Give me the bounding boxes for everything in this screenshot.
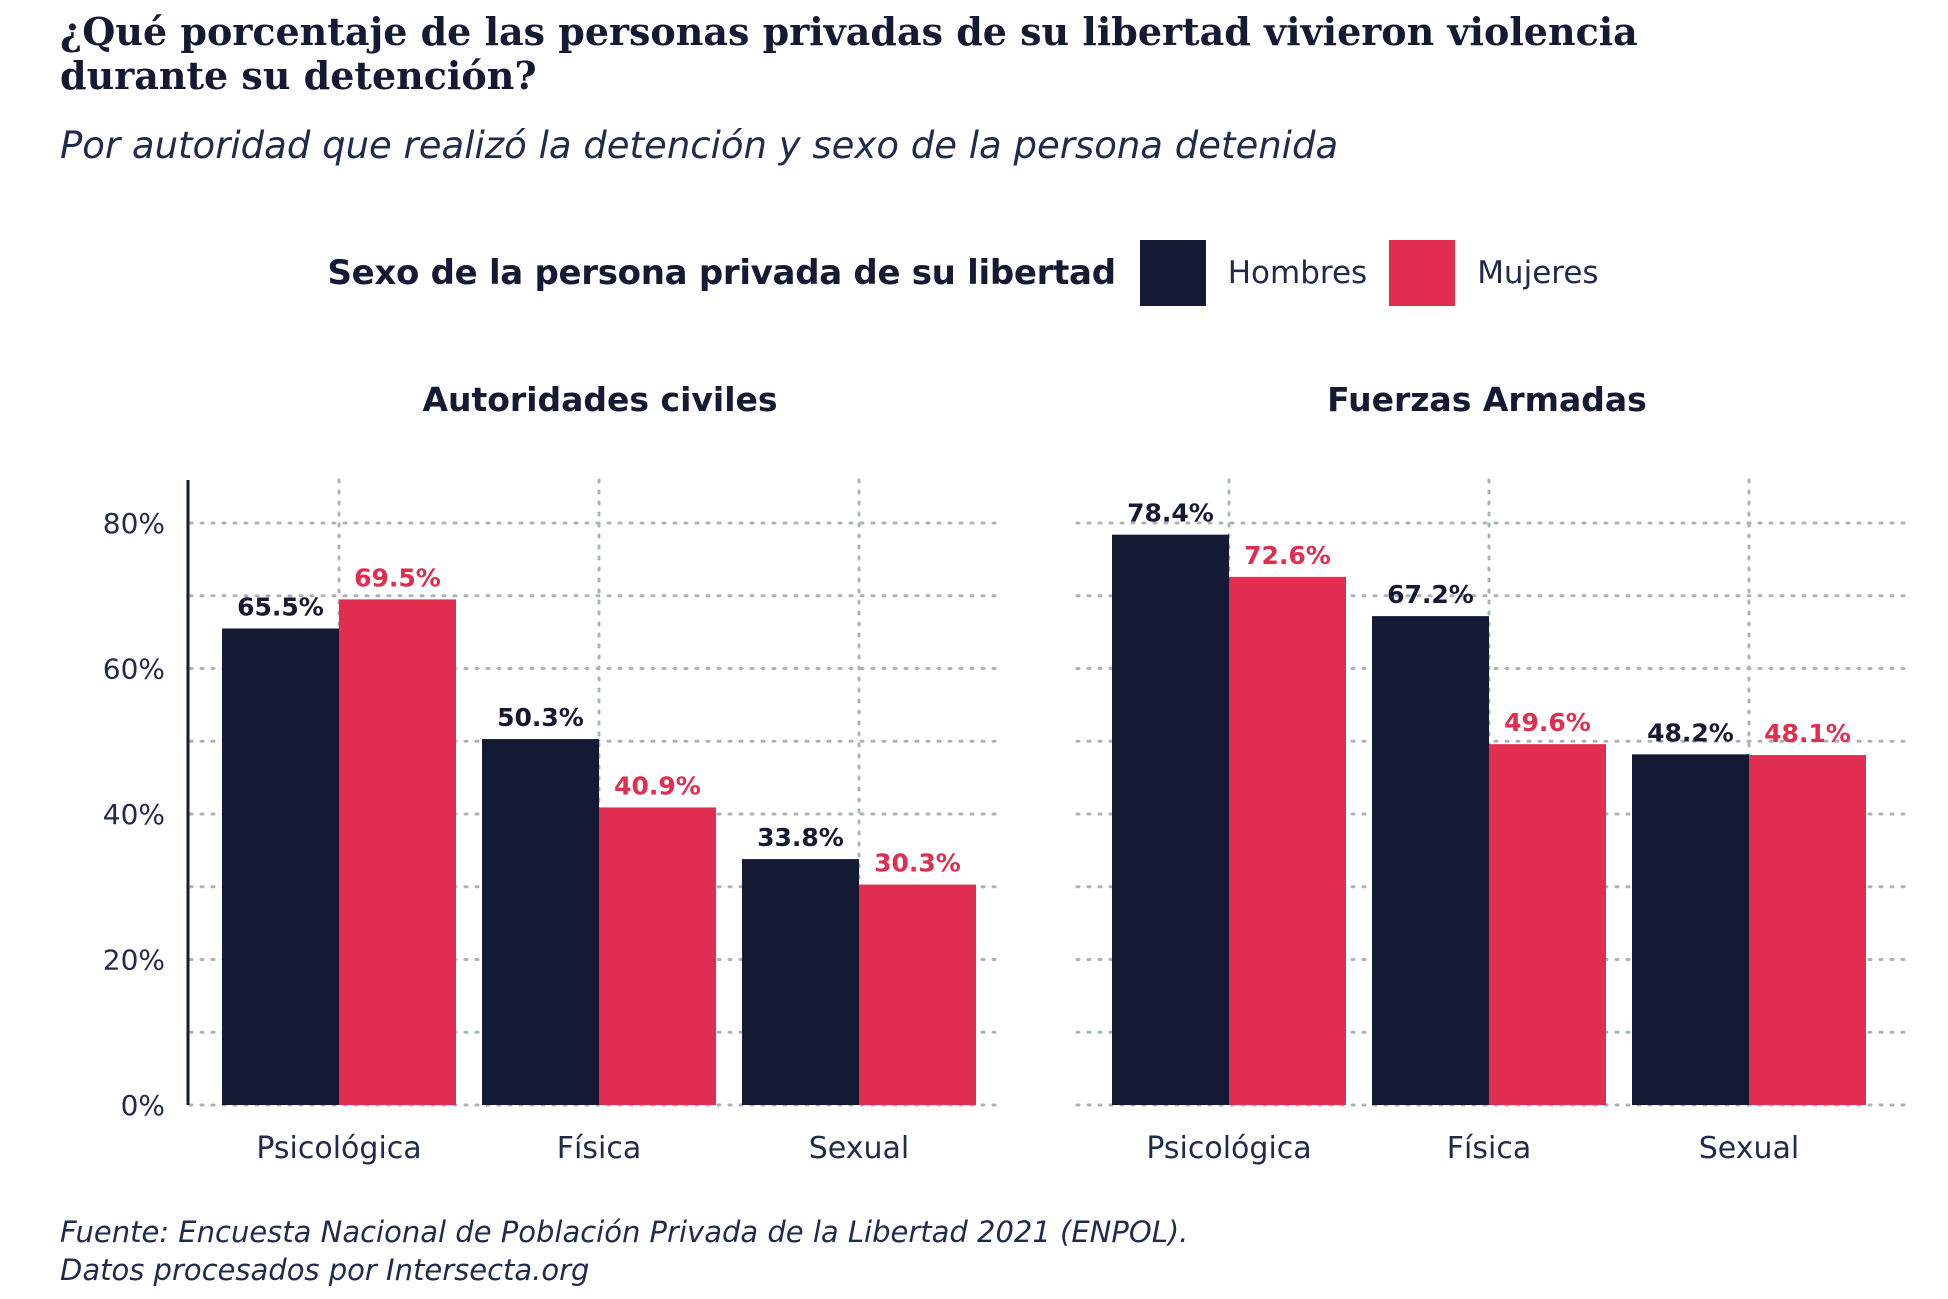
- data-label: 30.3%: [874, 849, 961, 878]
- data-label: 48.1%: [1764, 719, 1851, 748]
- bar-hombres: [1632, 754, 1749, 1105]
- bar-mujeres: [859, 884, 976, 1105]
- chart-subtitle: Por autoridad que realizó la detención y…: [60, 124, 1339, 167]
- bar-hombres: [482, 739, 599, 1105]
- bar-hombres: [222, 628, 339, 1105]
- bar-mujeres: [339, 599, 456, 1105]
- x-tick-label: Sexual: [1699, 1131, 1799, 1166]
- data-label: 78.4%: [1127, 499, 1214, 528]
- y-tick-label: 20%: [103, 944, 165, 977]
- x-tick-label: Psicológica: [1146, 1131, 1311, 1166]
- legend-label-mujeres: Mujeres: [1477, 255, 1599, 291]
- legend-swatch-mujeres: [1389, 240, 1456, 306]
- x-tick-label: Física: [557, 1131, 641, 1166]
- bar-mujeres: [1229, 576, 1346, 1105]
- caption-credit: Datos procesados por Intersecta.org: [60, 1253, 590, 1287]
- data-label: 67.2%: [1387, 580, 1474, 609]
- data-label: 33.8%: [757, 823, 844, 852]
- data-label: 50.3%: [497, 703, 584, 732]
- caption: Fuente: Encuesta Nacional de Población P…: [60, 1213, 1188, 1289]
- x-tick-label: Sexual: [809, 1131, 909, 1166]
- legend-item-mujeres: Mujeres: [1389, 240, 1599, 306]
- y-tick-label: 40%: [103, 798, 165, 831]
- legend-label-hombres: Hombres: [1227, 255, 1368, 291]
- y-tick-label: 0%: [121, 1089, 165, 1122]
- caption-source: Fuente: Encuesta Nacional de Población P…: [60, 1215, 1189, 1249]
- bar-mujeres: [1749, 755, 1866, 1105]
- y-tick-label: 60%: [103, 653, 165, 686]
- bar-hombres: [1112, 534, 1229, 1105]
- legend: Sexo de la persona privada de su liberta…: [0, 240, 1948, 306]
- data-label: 72.6%: [1244, 541, 1331, 570]
- legend-title: Sexo de la persona privada de su liberta…: [327, 253, 1116, 293]
- data-label: 49.6%: [1504, 708, 1591, 737]
- x-tick-label: Psicológica: [256, 1131, 421, 1166]
- legend-item-hombres: Hombres: [1139, 240, 1368, 306]
- x-tick-label: Física: [1447, 1131, 1531, 1166]
- chart-title: ¿Qué porcentaje de las personas privadas…: [60, 9, 1638, 98]
- panel-title-fuerzas-armadas: Fuerzas Armadas: [1327, 380, 1647, 419]
- legend-swatch-hombres: [1139, 240, 1206, 306]
- bar-hombres: [742, 859, 859, 1105]
- bar-hombres: [1372, 616, 1489, 1105]
- data-label: 48.2%: [1647, 718, 1734, 747]
- bar-mujeres: [599, 807, 716, 1105]
- panel-title-autoridades-civiles: Autoridades civiles: [422, 380, 778, 419]
- y-tick-label: 80%: [103, 507, 165, 540]
- data-label: 65.5%: [237, 592, 324, 621]
- bar-mujeres: [1489, 744, 1606, 1105]
- data-label: 69.5%: [354, 563, 441, 592]
- data-label: 40.9%: [614, 771, 701, 800]
